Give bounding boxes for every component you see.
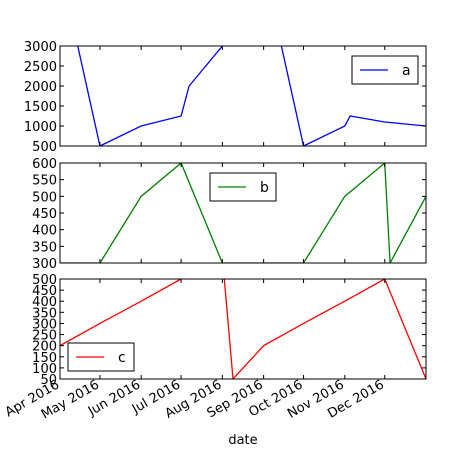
y-tick-label: 300 xyxy=(32,257,57,272)
y-tick-label: 400 xyxy=(32,295,57,310)
y-tick-label: 550 xyxy=(32,174,57,189)
series-a-line xyxy=(77,46,426,146)
series-b-line xyxy=(60,163,426,263)
y-tick-label: 500 xyxy=(32,140,57,155)
axes-frame xyxy=(59,162,427,264)
legend-c: c xyxy=(67,342,135,372)
x-axis-label: date xyxy=(228,433,257,448)
y-tick-label: 200 xyxy=(32,340,57,355)
y-tick-label: 50 xyxy=(40,373,57,388)
axes-frame xyxy=(59,45,427,147)
y-tick-label: 500 xyxy=(32,190,57,205)
subplot-a: 500 1000 1500 2000 2500 3000 a xyxy=(24,40,427,155)
y-tick-label: 500 xyxy=(32,273,57,288)
y-tick-label: 450 xyxy=(32,207,57,222)
legend-b: b xyxy=(209,172,277,202)
y-tick-label: 350 xyxy=(32,240,57,255)
y-tick-label: 1000 xyxy=(24,120,57,135)
y-tick-label: 2000 xyxy=(24,80,57,95)
y-tick-label: 350 xyxy=(32,306,57,321)
legend-label: b xyxy=(260,180,269,196)
y-tick-label: 150 xyxy=(32,351,57,366)
y-tick-label: 250 xyxy=(32,329,57,344)
y-tick-label: 400 xyxy=(32,224,57,239)
legend-a: a xyxy=(351,55,419,85)
y-tick-label: 2500 xyxy=(24,60,57,75)
y-tick-label: 100 xyxy=(32,362,57,377)
y-tick-label: 300 xyxy=(32,317,57,332)
y-tick-label: 450 xyxy=(32,284,57,299)
series-c-line xyxy=(60,279,426,379)
legend-label: a xyxy=(402,63,411,79)
axes-frame xyxy=(59,278,427,380)
y-tick-label: 3000 xyxy=(24,40,57,55)
legend-label: c xyxy=(118,350,126,366)
y-tick-label: 600 xyxy=(32,157,57,172)
y-tick-label: 1500 xyxy=(24,100,57,115)
